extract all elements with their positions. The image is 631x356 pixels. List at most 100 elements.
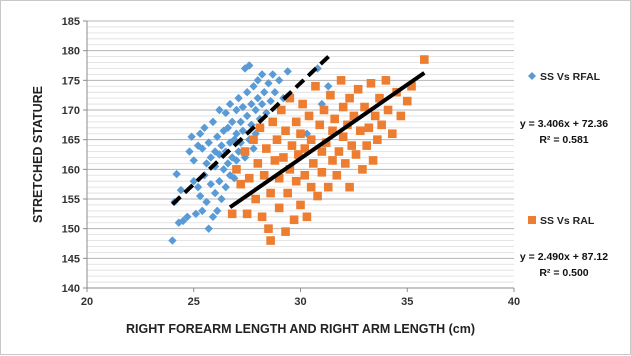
data-point — [185, 147, 194, 156]
data-point — [244, 173, 254, 183]
data-point — [221, 182, 230, 192]
data-point — [227, 209, 237, 219]
data-point — [268, 70, 277, 79]
series-ss-vs-rfal — [168, 61, 333, 245]
data-point — [176, 185, 186, 195]
data-point — [187, 132, 196, 141]
data-point — [206, 179, 216, 189]
x-tick-label: 25 — [188, 296, 200, 308]
data-point — [319, 105, 329, 115]
data-point — [332, 170, 342, 180]
data-point — [298, 99, 307, 109]
r2-ral: R² = 0.500 — [539, 267, 588, 279]
data-point — [377, 120, 386, 130]
data-point — [283, 188, 292, 198]
x-tick-label: 40 — [508, 296, 520, 308]
data-point — [172, 169, 181, 179]
equation-rfal: y = 3.406x + 72.36 — [520, 118, 608, 130]
data-point — [249, 82, 258, 91]
y-tick-label: 140 — [62, 283, 80, 295]
data-point — [266, 236, 275, 245]
data-point — [330, 114, 339, 124]
x-tick-label: 35 — [401, 296, 413, 308]
data-point — [420, 55, 429, 64]
data-point — [300, 170, 310, 180]
data-point — [302, 129, 312, 138]
data-point — [227, 117, 237, 127]
trendline-ral — [228, 71, 426, 209]
data-point — [249, 144, 258, 153]
data-point — [266, 96, 275, 106]
data-point — [353, 84, 363, 94]
data-point — [306, 135, 316, 144]
data-point — [313, 191, 322, 201]
legend-label-rfal: SS Vs RFAL — [540, 71, 601, 83]
data-point — [260, 88, 269, 97]
data-point — [219, 165, 228, 174]
data-point — [373, 135, 382, 144]
data-point — [364, 123, 374, 133]
data-point — [362, 141, 371, 150]
data-point — [232, 156, 241, 165]
data-point — [242, 209, 252, 219]
axes — [83, 20, 515, 292]
data-point — [268, 117, 278, 127]
data-point — [388, 129, 397, 139]
data-point — [253, 159, 263, 168]
data-point — [315, 120, 325, 130]
data-point — [234, 147, 243, 156]
data-point — [215, 105, 224, 115]
y-tick-label: 165 — [62, 135, 80, 147]
data-point — [300, 144, 310, 153]
data-point — [274, 203, 284, 213]
data-point — [215, 150, 224, 159]
data-point — [360, 102, 369, 112]
data-point — [324, 82, 333, 91]
data-point — [281, 227, 290, 236]
data-point — [206, 153, 216, 162]
data-point — [272, 135, 282, 144]
data-point — [283, 67, 292, 76]
data-point — [338, 102, 348, 112]
data-point — [366, 79, 376, 88]
data-point — [266, 188, 275, 198]
data-point — [257, 70, 267, 79]
data-point — [213, 206, 222, 216]
data-point — [251, 105, 260, 115]
data-point — [223, 123, 233, 132]
data-point — [285, 93, 295, 103]
data-point — [202, 159, 211, 168]
data-point — [311, 81, 320, 91]
data-point — [168, 236, 177, 245]
legend-marker-ral — [528, 216, 536, 224]
y-tick-label: 185 — [62, 16, 80, 28]
data-point — [291, 117, 301, 127]
data-point — [328, 126, 337, 136]
data-point — [232, 105, 241, 115]
data-point — [223, 159, 233, 168]
data-point — [276, 105, 286, 115]
data-point — [317, 168, 327, 177]
data-point — [368, 156, 378, 165]
data-point — [195, 129, 205, 138]
data-point — [291, 176, 301, 186]
y-tick-label: 170 — [62, 105, 80, 117]
x-axis-title: RIGHT FOREARM LENGTH AND RIGHT ARM LENGT… — [126, 322, 475, 336]
data-point — [242, 88, 252, 97]
data-point — [245, 61, 254, 70]
y-tick-label: 150 — [62, 224, 80, 236]
data-point — [334, 147, 344, 156]
y-tick-label: 145 — [62, 253, 80, 265]
data-point — [370, 111, 380, 121]
data-point — [178, 216, 188, 226]
chart-labels: 140 145 150 155 160 165 170 175 180 185 20 25 30 35 40… — [31, 16, 608, 336]
data-point — [253, 76, 262, 85]
data-point — [383, 105, 393, 115]
data-point — [274, 76, 284, 85]
equation-ral: y = 2.490x + 87.12 — [520, 251, 608, 263]
data-point — [213, 132, 222, 141]
data-point — [189, 156, 198, 165]
r2-rfal: R² = 0.581 — [539, 134, 588, 146]
